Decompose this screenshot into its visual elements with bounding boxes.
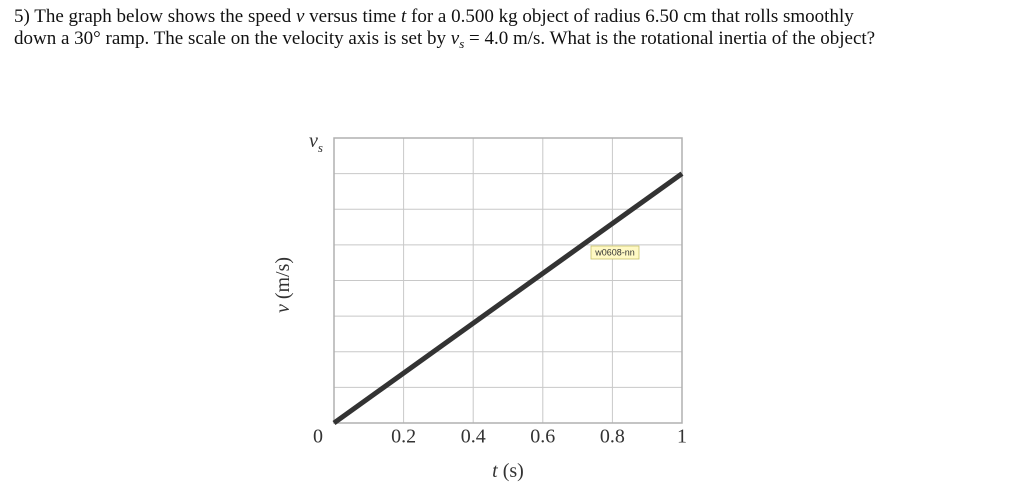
x-axis-label-part: t xyxy=(492,460,498,482)
x-tick-label: 0.2 xyxy=(391,426,416,448)
question-text: versus time xyxy=(304,6,401,27)
x-tick-label: 0.6 xyxy=(530,426,555,448)
x-tick-label: 1 xyxy=(677,426,687,448)
question-text: v xyxy=(295,6,305,27)
question-text: 5) The graph below shows the speed xyxy=(14,6,296,27)
y-axis-label: v (m/s) xyxy=(272,257,294,313)
question: 5) The graph below shows the speed v ver… xyxy=(14,6,875,55)
y-axis-label-part: v xyxy=(272,304,294,313)
question-text: s xyxy=(459,36,465,51)
question-text: down a 30° ramp. The scale on the veloci… xyxy=(14,28,451,49)
question-line: 5) The graph below shows the speed v ver… xyxy=(14,6,875,28)
y-tick-label: vs xyxy=(309,130,323,155)
annotation: w0608-nn xyxy=(594,247,635,257)
question-text: v xyxy=(450,28,460,49)
question-text: for a 0.500 kg object of radius 6.50 cm … xyxy=(406,6,854,27)
question-text: t xyxy=(400,6,407,27)
question-line: down a 30° ramp. The scale on the veloci… xyxy=(14,28,875,55)
annotation-box xyxy=(590,245,640,260)
x-tick-label: 0.8 xyxy=(600,426,625,448)
plot-frame xyxy=(333,137,683,424)
x-tick-label: 0 xyxy=(313,426,323,448)
y-tick-label-main: v xyxy=(309,130,318,152)
y-axis-label-part: (m/s) xyxy=(272,257,294,304)
x-axis-label: t (s) xyxy=(492,460,524,482)
y-tick-label-sub: s xyxy=(318,140,323,155)
x-tick-label: 0.4 xyxy=(461,426,486,448)
data-line xyxy=(332,171,684,426)
question-text: = 4.0 m/s. What is the rotational inerti… xyxy=(464,28,876,49)
x-axis-label-part: (s) xyxy=(498,460,524,482)
